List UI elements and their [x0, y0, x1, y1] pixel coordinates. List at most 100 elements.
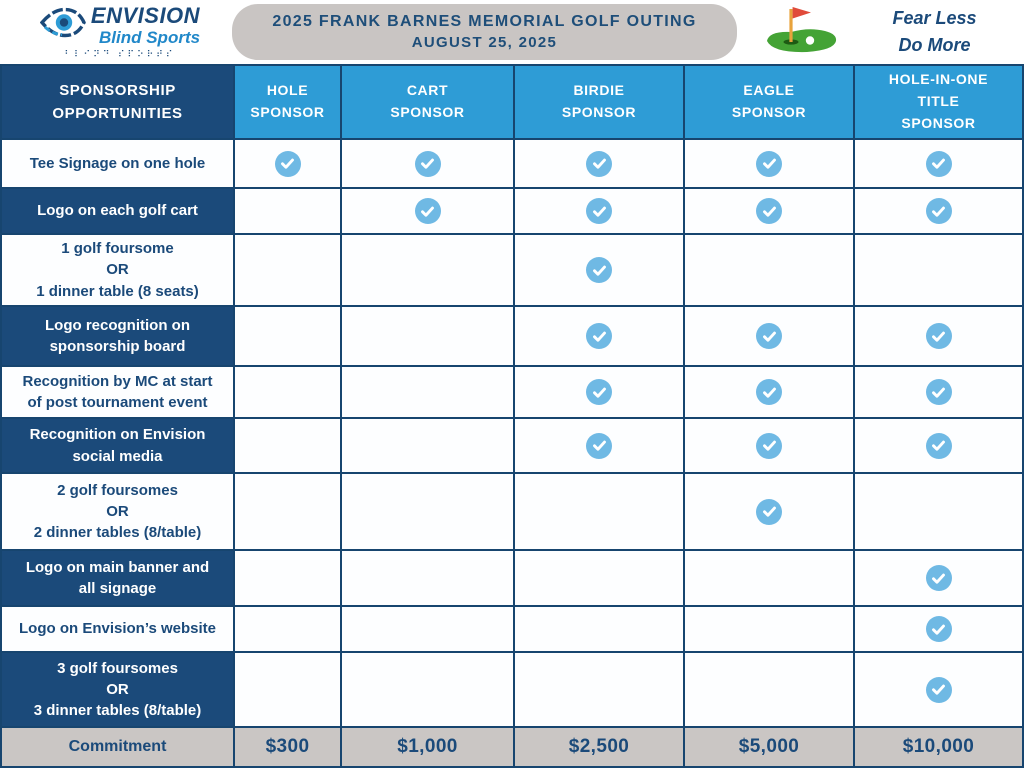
label-line: OR [106, 261, 129, 279]
label-line: OR [106, 680, 129, 698]
commitment-amount: $300 [235, 728, 340, 766]
motto-line-2: Do More [898, 35, 971, 55]
check-icon [414, 150, 441, 177]
row-label: 2 golf foursomes OR 2 dinner tables (8/tab… [2, 474, 233, 549]
benefit-cell-checked [855, 189, 1022, 233]
motto-line-1: Fear Less [892, 8, 977, 28]
benefit-cell-empty [235, 367, 340, 417]
benefit-cell-checked [685, 189, 853, 233]
label-line: EAGLE [743, 82, 795, 99]
row-label: Tee Signage on one hole [2, 140, 233, 187]
benefit-cell-checked [685, 307, 853, 365]
benefit-cell-checked [855, 551, 1022, 605]
benefit-cell-checked [515, 367, 683, 417]
label-line: all signage [78, 580, 157, 597]
logo-lockup: ENVISION Blind Sports [39, 2, 201, 47]
benefit-cell-checked [855, 607, 1022, 651]
benefit-cell-checked [855, 140, 1022, 187]
logo-blind-sports-text: Blind Sports [99, 27, 201, 47]
check-icon [586, 379, 612, 405]
label-line: SPONSORSHIP [59, 81, 176, 99]
benefit-cell-empty [235, 474, 340, 549]
benefit-cell-checked [515, 307, 683, 365]
benefit-cell-checked [685, 474, 853, 549]
label-line: HOLE [266, 82, 309, 99]
benefit-cell-checked [855, 653, 1022, 726]
column-header-hole-sponsor: HOLE SPONSOR [235, 66, 340, 138]
check-icon [586, 432, 612, 459]
label-line: Recognition on Envision [29, 426, 206, 444]
label-line: Logo on each golf cart [37, 202, 198, 220]
benefit-cell-empty [342, 307, 513, 365]
logo-envision-text: ENVISION [90, 2, 201, 28]
check-icon [586, 198, 612, 224]
event-title: 2025 FRANK BARNES MEMORIAL GOLF OUTING [272, 13, 697, 31]
column-header-eagle-sponsor: EAGLE SPONSOR [685, 66, 853, 138]
benefit-cell-empty [515, 474, 683, 549]
row-label: Logo on Envision’s website [2, 607, 233, 651]
check-icon [756, 432, 782, 459]
check-icon [586, 150, 612, 177]
label-line: OR [106, 502, 129, 520]
logo-braille-text: ⠃⠇⠊⠝⠙ ⠎⠏⠕⠗⠞⠎ [64, 48, 176, 59]
row-label: 1 golf foursome OR 1 dinner table (8 seats… [2, 235, 233, 305]
golf-green-flag-icon [763, 4, 839, 61]
sponsorship-table: SPONSORSHIP OPPORTUNITIES HOLE SPONSOR CART S… [0, 64, 1024, 768]
benefit-cell-empty [515, 653, 683, 726]
check-icon [756, 379, 782, 405]
benefit-cell-checked [685, 367, 853, 417]
benefit-cell-empty [342, 235, 513, 305]
label-line: Logo recognition on [45, 316, 190, 334]
benefit-cell-empty [342, 607, 513, 651]
label-line: SPONSOR [250, 104, 325, 120]
label-line: Tee Signage on one hole [29, 154, 206, 172]
benefit-cell-checked [235, 140, 340, 187]
benefit-cell-checked [342, 140, 513, 187]
benefit-cell-checked [515, 419, 683, 472]
benefit-cell-empty [235, 235, 340, 305]
benefit-cell-checked [515, 140, 683, 187]
benefit-cell-checked [515, 235, 683, 305]
label-line: of post tournament event [27, 394, 208, 411]
label-line: 1 golf foursome [61, 240, 174, 258]
label-line: HOLE-IN-ONE [888, 71, 989, 88]
motto: Fear Less Do More [845, 5, 1024, 59]
benefit-cell-empty [235, 419, 340, 472]
benefit-cell-empty [342, 551, 513, 605]
row-label: Recognition on Envision social media [2, 419, 233, 472]
envision-logo: ENVISION Blind Sports ⠃⠇⠊⠝⠙ ⠎⠏⠕⠗⠞⠎ [26, 2, 214, 60]
label-line: Recognition by MC at start [22, 372, 213, 390]
benefit-cell-empty [342, 474, 513, 549]
benefit-cell-checked [855, 307, 1022, 365]
check-icon [925, 198, 952, 224]
check-icon [756, 150, 782, 177]
benefit-cell-checked [855, 419, 1022, 472]
label-line: SPONSOR [390, 104, 465, 120]
benefit-cell-empty [855, 474, 1022, 549]
benefit-cell-empty [235, 607, 340, 651]
benefit-cell-empty [235, 189, 340, 233]
row-label: Logo recognition on sponsorship board [2, 307, 233, 365]
event-date: AUGUST 25, 2025 [411, 33, 558, 51]
envision-eye-icon [39, 6, 86, 44]
label-line: CART [406, 82, 449, 99]
row-label: 3 golf foursomes OR 3 dinner tables (8/tab… [2, 653, 233, 726]
benefit-cell-empty [235, 653, 340, 726]
label-line: SPONSOR [731, 104, 807, 120]
benefit-cell-empty [685, 235, 853, 305]
benefit-cell-checked [342, 189, 513, 233]
label-line: BIRDIE [573, 82, 625, 99]
check-icon [925, 379, 952, 405]
check-icon [925, 150, 952, 177]
label-line: 3 golf foursomes [57, 659, 178, 677]
commitment-amount: $2,500 [515, 728, 683, 766]
benefit-cell-empty [515, 607, 683, 651]
benefit-cell-empty [235, 551, 340, 605]
column-header-sponsorship-opportunities: SPONSORSHIP OPPORTUNITIES [2, 66, 233, 138]
benefit-cell-empty [685, 551, 853, 605]
label-line: 1 dinner table (8 seats) [36, 282, 199, 300]
check-icon [274, 150, 301, 177]
commitment-amount: $10,000 [855, 728, 1022, 766]
benefit-cell-empty [342, 653, 513, 726]
check-icon [925, 323, 952, 349]
